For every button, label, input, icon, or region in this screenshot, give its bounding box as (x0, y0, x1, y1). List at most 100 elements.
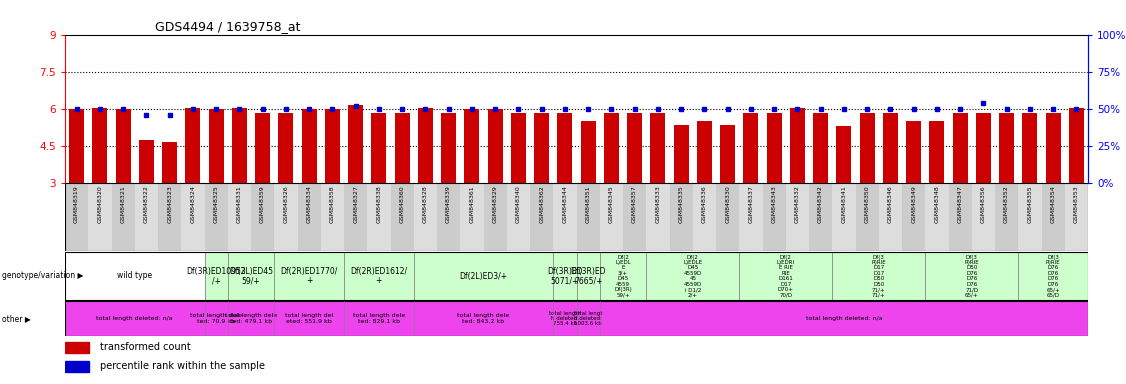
Bar (740, 252, 832, 300)
Bar (1065, 183, 1088, 251)
Text: GSM848356: GSM848356 (981, 185, 986, 223)
Bar (856, 183, 878, 251)
Bar (413, 252, 553, 300)
Text: total length dele
ted: 843.2 kb: total length dele ted: 843.2 kb (457, 313, 510, 324)
Text: Df(3
R)RIE
D76
D76
D76
D76
65/+
65/D: Df(3 R)RIE D76 D76 D76 D76 65/+ 65/D (1046, 255, 1061, 297)
Bar (697, 121, 712, 183)
Text: Df(2
L)EDLE
D45
4559D
45
4559D
i D1/2
2/+: Df(2 L)EDLE D45 4559D 45 4559D i D1/2 2/… (683, 255, 703, 297)
Bar (321, 183, 345, 251)
Text: GSM848353: GSM848353 (1074, 185, 1079, 223)
Bar (813, 113, 829, 183)
Text: Df(3R)ED
7665/+: Df(3R)ED 7665/+ (571, 266, 606, 285)
Bar (437, 183, 461, 251)
Bar (646, 252, 740, 300)
Bar (232, 108, 247, 183)
Text: GSM848359: GSM848359 (260, 185, 265, 223)
Text: GSM848349: GSM848349 (911, 185, 917, 223)
Text: GSM848340: GSM848340 (516, 185, 521, 223)
Bar (441, 113, 456, 183)
Text: Df(2
L)EDL
E
3/+
D45
4559
Df(3R)
59/+: Df(2 L)EDL E 3/+ D45 4559 Df(3R) 59/+ (614, 255, 632, 297)
Text: GSM848333: GSM848333 (655, 185, 660, 223)
Bar (808, 183, 832, 251)
Bar (186, 108, 200, 183)
Text: GSM848358: GSM848358 (330, 185, 334, 223)
Text: other ▶: other ▶ (2, 314, 32, 323)
Bar (92, 108, 107, 183)
Bar (418, 108, 432, 183)
Text: percentile rank within the sample: percentile rank within the sample (100, 361, 266, 371)
Bar (275, 183, 297, 251)
Bar (623, 183, 646, 251)
Bar (227, 252, 275, 300)
Text: GSM848355: GSM848355 (1027, 185, 1033, 223)
Bar (767, 113, 781, 183)
Text: Df(2R)ED1612/
+: Df(2R)ED1612/ + (350, 266, 408, 285)
Text: GSM848337: GSM848337 (749, 185, 753, 223)
Text: GSM848327: GSM848327 (354, 185, 358, 223)
Text: GSM848335: GSM848335 (679, 185, 683, 223)
Text: GSM848336: GSM848336 (701, 185, 707, 223)
Bar (297, 183, 321, 251)
Bar (372, 113, 386, 183)
Bar (116, 109, 131, 183)
Bar (832, 252, 926, 300)
Bar (488, 109, 502, 183)
Bar (348, 105, 364, 183)
Bar (743, 113, 759, 183)
Text: GSM848346: GSM848346 (888, 185, 893, 223)
Bar (278, 113, 294, 183)
Bar (345, 183, 367, 251)
Text: GSM848339: GSM848339 (446, 185, 452, 223)
Text: GSM848325: GSM848325 (214, 185, 218, 223)
Bar (953, 113, 967, 183)
Text: GSM848328: GSM848328 (423, 185, 428, 223)
Text: GSM848351: GSM848351 (586, 185, 591, 223)
Bar (557, 113, 572, 183)
Text: GSM848362: GSM848362 (539, 185, 544, 223)
Text: transformed count: transformed count (100, 343, 191, 353)
Bar (878, 183, 902, 251)
Bar (1046, 113, 1061, 183)
Bar (651, 113, 665, 183)
Text: Df(2R)ED1770/
+: Df(2R)ED1770/ + (280, 266, 338, 285)
Bar (1042, 183, 1065, 251)
Bar (670, 183, 692, 251)
Text: GDS4494 / 1639758_at: GDS4494 / 1639758_at (155, 20, 301, 33)
Bar (577, 183, 600, 251)
Text: wild type: wild type (117, 271, 152, 280)
Text: GSM848338: GSM848338 (376, 185, 382, 223)
Bar (716, 183, 740, 251)
Text: GSM848342: GSM848342 (819, 185, 823, 223)
Bar (65, 183, 88, 251)
Text: Df(3
R)RIE
D50
D76
D76
D76
71/D
65/+: Df(3 R)RIE D50 D76 D76 D76 71/D 65/+ (965, 255, 980, 297)
Text: GSM848326: GSM848326 (284, 185, 288, 223)
Bar (926, 252, 1018, 300)
Bar (995, 183, 1018, 251)
Text: GSM848352: GSM848352 (1004, 185, 1009, 223)
Bar (511, 113, 526, 183)
Text: GSM848347: GSM848347 (957, 185, 963, 223)
Bar (673, 125, 689, 183)
Text: GSM848348: GSM848348 (935, 185, 939, 223)
Bar (65, 252, 205, 300)
Bar (461, 183, 483, 251)
Bar (1069, 108, 1084, 183)
Bar (65, 342, 89, 353)
Bar (837, 126, 851, 183)
Text: Df(2L)ED3/+: Df(2L)ED3/+ (459, 271, 508, 280)
Bar (553, 252, 577, 300)
Text: GSM848319: GSM848319 (74, 185, 79, 223)
Text: GSM848331: GSM848331 (236, 185, 242, 223)
Bar (256, 113, 270, 183)
Text: GSM848341: GSM848341 (841, 185, 847, 223)
Bar (324, 109, 340, 183)
Text: GSM848354: GSM848354 (1051, 185, 1056, 223)
Text: GSM848344: GSM848344 (562, 185, 568, 223)
Bar (883, 113, 897, 183)
Text: total length dele
ted: 479.1 kb: total length dele ted: 479.1 kb (225, 313, 277, 324)
Text: total length deleted: n/a: total length deleted: n/a (805, 316, 882, 321)
Text: GSM848357: GSM848357 (632, 185, 637, 223)
Bar (69, 109, 84, 183)
Bar (345, 252, 413, 300)
Bar (367, 183, 391, 251)
